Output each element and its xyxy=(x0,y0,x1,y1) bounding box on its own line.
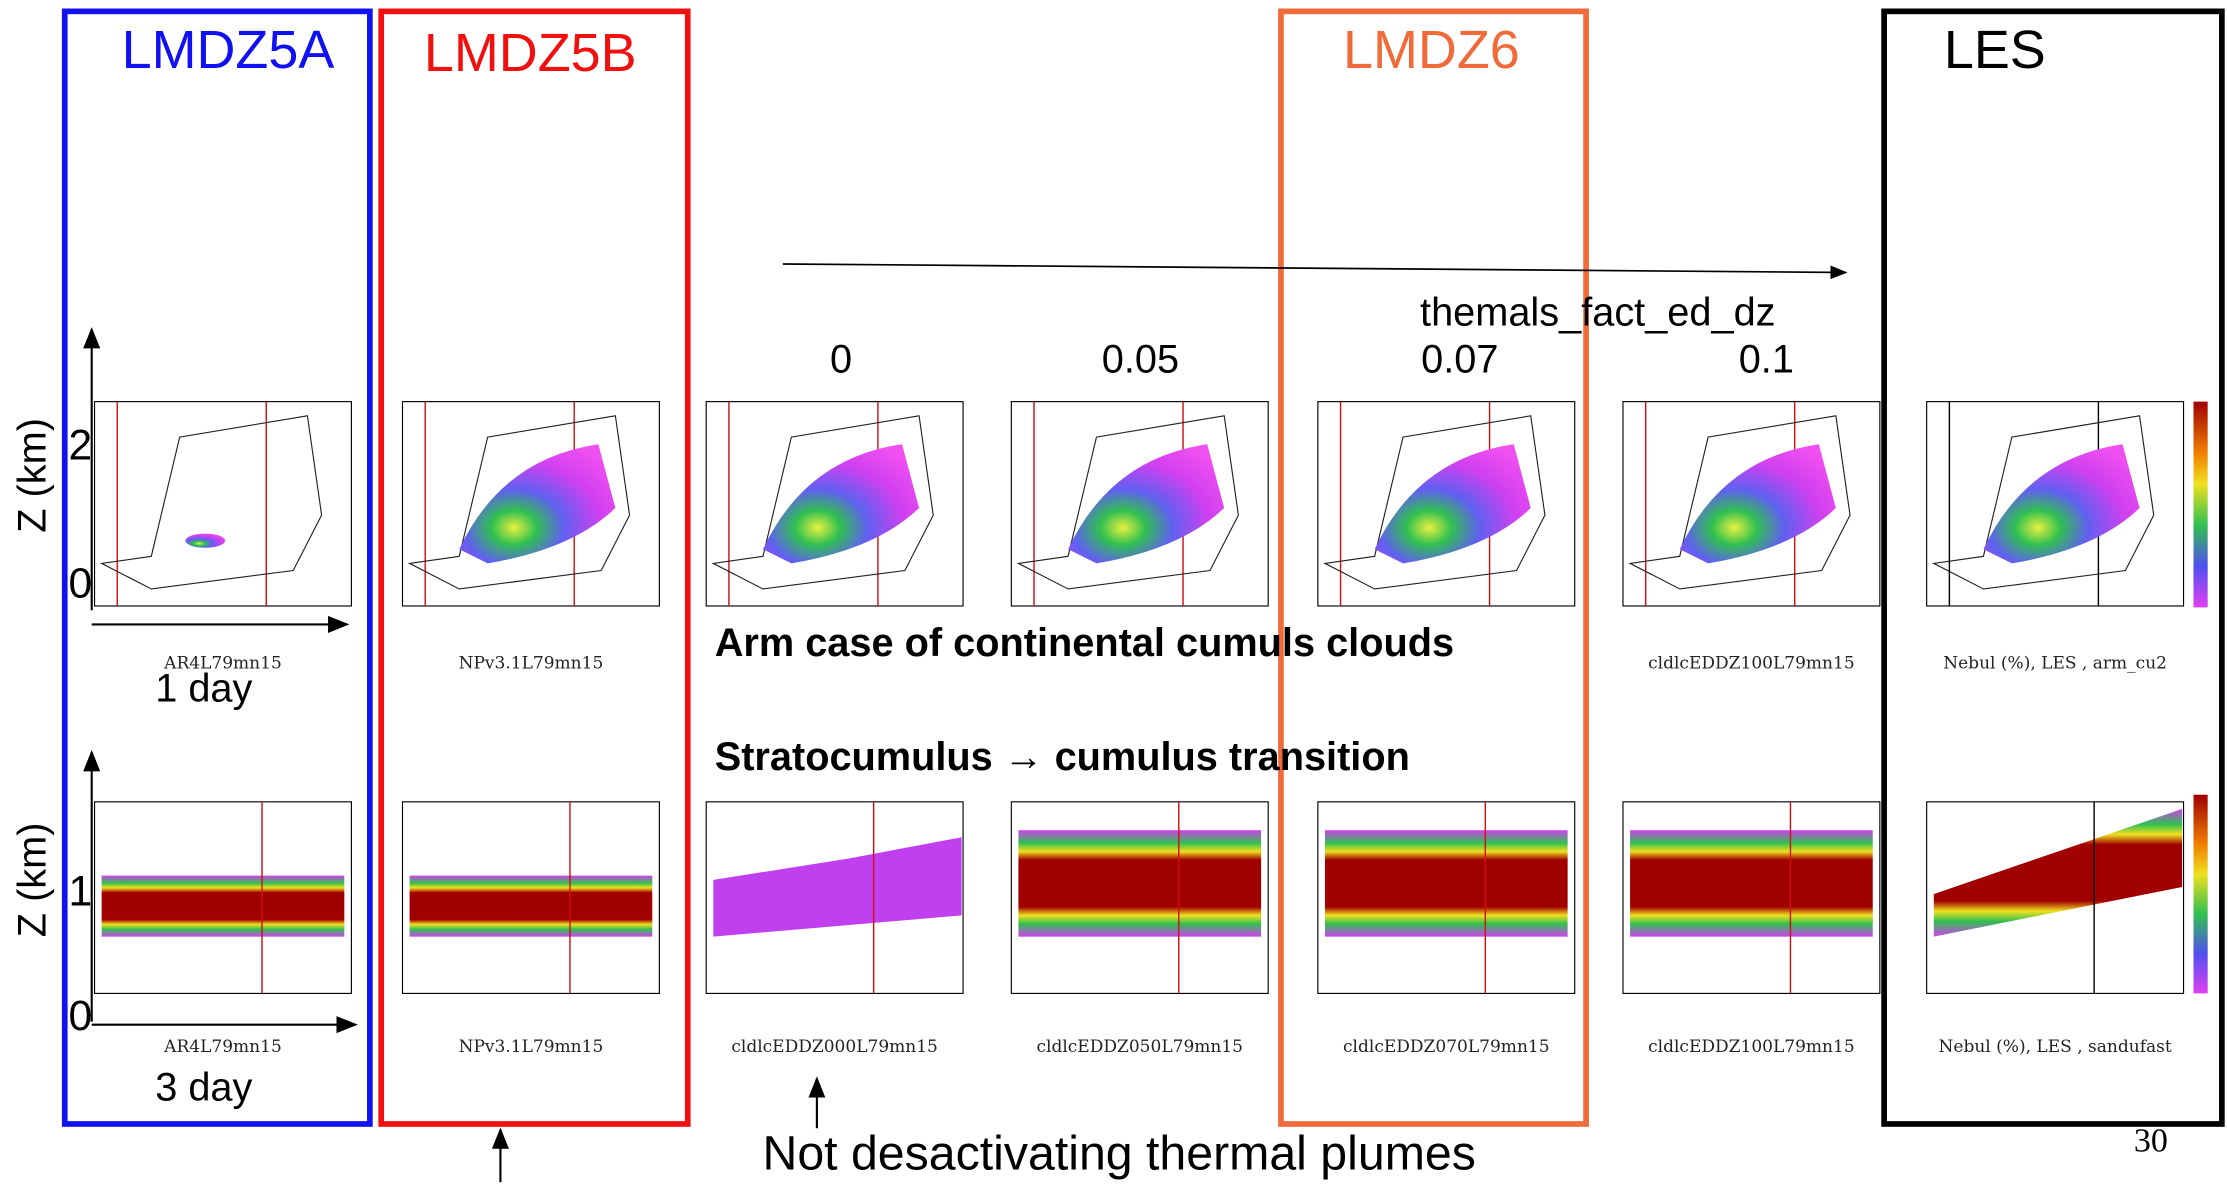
column-box xyxy=(61,8,373,1127)
plot-caption: cldlcEDDZ100L79mn15 xyxy=(1648,1037,1855,1057)
column-box xyxy=(1881,8,2225,1127)
cloud xyxy=(1324,830,1568,937)
plot-caption: Nebul (%), LES , arm_cu2 xyxy=(1943,654,2167,674)
column-title: LMDZ5A xyxy=(122,20,335,80)
contour xyxy=(1628,415,1851,590)
plot-caption: cldlcEDDZ070L79mn15 xyxy=(1343,1037,1550,1057)
cloud xyxy=(1068,444,1225,564)
cloud xyxy=(459,444,616,564)
parameter-value: 0.07 xyxy=(1421,337,1498,381)
axis-label: Z (km) xyxy=(10,418,54,533)
cloud xyxy=(1933,808,2183,937)
plot-caption: NPv3.1L79mn15 xyxy=(459,654,604,674)
case-title: Stratocumulus → cumulus transition xyxy=(715,735,1410,779)
axis-tick: 1 xyxy=(69,867,93,915)
cloud xyxy=(762,444,920,564)
column-title: LES xyxy=(1944,20,2046,80)
column-box xyxy=(378,8,691,1127)
cloud xyxy=(713,837,962,937)
tick-strip xyxy=(1927,612,2184,623)
cloud xyxy=(1679,444,1836,564)
contour xyxy=(1323,415,1546,590)
parameter-title: themals_fact_ed_dz xyxy=(1420,291,1776,335)
plot-caption: cldlcEDDZ000L79mn15 xyxy=(731,1037,938,1057)
contour xyxy=(1016,415,1239,590)
axis-label: Z (km) xyxy=(10,823,54,938)
contour xyxy=(407,415,631,590)
duration-label: 1 day xyxy=(155,667,252,711)
axis-tick: 0 xyxy=(69,992,93,1040)
cloud xyxy=(1018,830,1262,937)
cloud xyxy=(1983,444,2140,564)
page-number: 30 xyxy=(2134,1123,2168,1160)
contour xyxy=(711,415,934,590)
cloud xyxy=(101,875,345,937)
plot-caption: Nebul (%), LES , sandufast xyxy=(1938,1037,2171,1057)
plot-caption: cldlcEDDZ100L79mn15 xyxy=(1648,654,1855,674)
plot-frame xyxy=(93,401,352,607)
column-box xyxy=(1278,8,1589,1127)
parameter-value: 0.05 xyxy=(1102,337,1179,381)
plot-caption: AR4L79mn15 xyxy=(163,1037,282,1057)
plot-caption: NPv3.1L79mn15 xyxy=(459,1037,604,1057)
parameter-value: 0 xyxy=(830,337,852,381)
column-title: LMDZ5B xyxy=(424,23,637,83)
case-title: Arm case of continental cumuls clouds xyxy=(715,621,1454,665)
axis-tick: 0 xyxy=(69,559,93,607)
cloud xyxy=(1374,444,1531,564)
contour xyxy=(1931,415,2155,590)
tick-strip xyxy=(95,612,352,623)
plot-caption: AR4L79mn15 xyxy=(163,654,282,674)
duration-label: 3 day xyxy=(155,1065,252,1109)
contour xyxy=(99,415,323,590)
cloud xyxy=(185,533,226,548)
tick-strip xyxy=(1623,612,1880,623)
footnote: Not desactivating thermal plumes xyxy=(762,1126,1475,1180)
cloud xyxy=(1630,830,1873,937)
colorbar xyxy=(2193,794,2208,994)
tick-strip xyxy=(403,612,660,623)
parameter-value: 0.1 xyxy=(1739,337,1794,381)
plot-caption: cldlcEDDZ050L79mn15 xyxy=(1036,1037,1243,1057)
plot-panels: AR4L79mn15 NPv3.1L79mn15 cldlcEDDZ100L79mn… xyxy=(93,401,2208,1057)
axis-tick: 2 xyxy=(69,422,93,470)
arrow xyxy=(782,263,1848,280)
colorbar xyxy=(2193,401,2208,608)
column-title: LMDZ6 xyxy=(1343,20,1520,80)
cloud xyxy=(409,875,653,937)
